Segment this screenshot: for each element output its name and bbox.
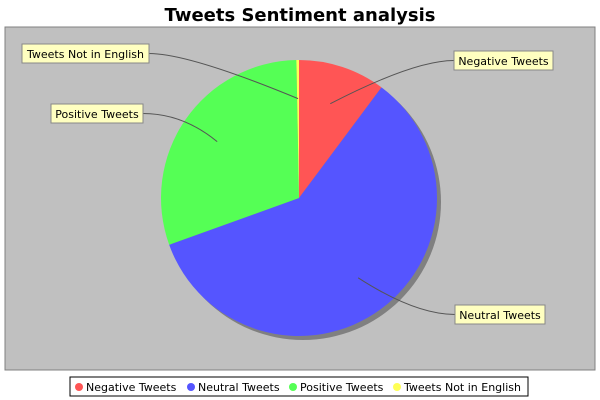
slice-label-positive-tweets: Positive Tweets [55, 108, 139, 121]
legend-marker-tweets-not-in-english [393, 383, 401, 391]
pie-group [161, 60, 441, 340]
legend-marker-negative-tweets [75, 383, 83, 391]
slice-label-box-positive-tweets [50, 103, 144, 124]
slice-label-negative-tweets: Negative Tweets [458, 55, 549, 68]
leader-line-positive-tweets [142, 113, 218, 143]
leader-line-neutral-tweets [357, 277, 456, 315]
slice-label-group: Negative Tweets Neutral Tweets Positive Tw… [21, 43, 554, 325]
legend-item-negative-tweets: Negative Tweets [86, 381, 177, 394]
slice-label-box-tweets-not-in-english [21, 43, 150, 64]
legend-item-positive-tweets: Positive Tweets [300, 381, 384, 394]
legend-box [69, 376, 529, 397]
legend-item-tweets-not-in-english: Tweets Not in English [403, 381, 521, 394]
legend-marker-positive-tweets [289, 383, 297, 391]
slice-label-tweets-not-in-english: Tweets Not in English [26, 48, 144, 61]
legend: Negative Tweets Neutral Tweets Positive Tw… [75, 381, 521, 394]
legend-marker-neutral-tweets [187, 383, 195, 391]
pie-slice-negative-tweets [299, 60, 382, 198]
leader-line-negative-tweets [330, 60, 455, 105]
slice-label-neutral-tweets: Neutral Tweets [459, 309, 541, 322]
pie-slice-positive-tweets [161, 60, 299, 245]
legend-item-neutral-tweets: Neutral Tweets [198, 381, 280, 394]
leader-line-tweets-not-in-english [148, 53, 299, 100]
pie-slice-neutral-tweets [169, 87, 437, 336]
chart-title: Tweets Sentiment analysis [165, 5, 436, 26]
slice-label-box-negative-tweets [453, 50, 554, 71]
slice-label-box-neutral-tweets [454, 304, 546, 325]
pie-slice-tweets-not-in-english [296, 60, 299, 198]
